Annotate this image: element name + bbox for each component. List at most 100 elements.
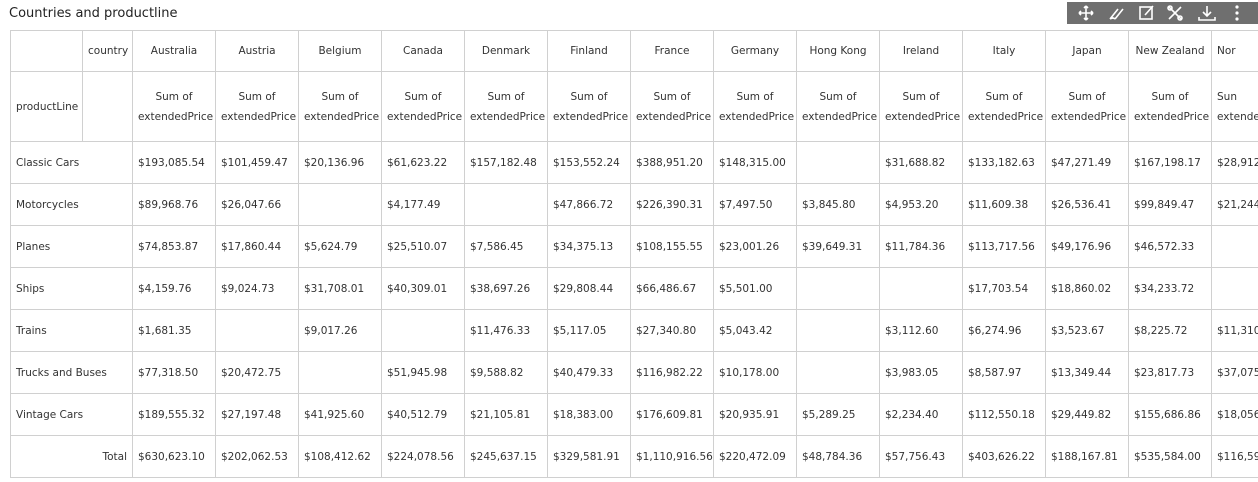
measure-label-line: Sum of: [902, 90, 940, 103]
value-cell: $20,472.75: [215, 351, 299, 394]
data-row: Trucks and Buses $77,318.50 $20,472.75 $51,…: [10, 351, 1258, 394]
measure-label-line: extendedPrice: [304, 110, 380, 123]
empty-cell: [298, 351, 382, 394]
total-cell: $57,756.43: [879, 435, 963, 478]
measure-header: Sum of extendedPrice: [713, 71, 797, 142]
row-label: Trucks and Buses: [10, 351, 133, 394]
download-button[interactable]: [1198, 6, 1216, 21]
measure-label-line: extendedPrice: [1051, 110, 1127, 123]
column-header: Germany: [713, 30, 797, 72]
value-cell: $9,588.82: [464, 351, 548, 394]
value-cell: $27,340.80: [630, 309, 714, 352]
tools-button[interactable]: [1167, 5, 1183, 21]
total-cell: $48,784.36: [796, 435, 880, 478]
measure-header: Sum of extendedPrice: [381, 71, 465, 142]
row-label: Ships: [10, 267, 133, 310]
value-cell: $11,609.38: [962, 183, 1046, 226]
draw-button[interactable]: [1109, 8, 1124, 20]
total-label: Total: [10, 435, 133, 478]
total-cell: $535,584.00: [1128, 435, 1212, 478]
measure-label-line: Sum of: [155, 90, 193, 103]
empty-cell: [796, 141, 880, 184]
measure-label-line: Sun: [1217, 90, 1237, 103]
value-cell: $28,912: [1211, 141, 1258, 184]
value-cell: $4,953.20: [879, 183, 963, 226]
measure-label-line: extendedPrice: [968, 110, 1044, 123]
measure-header: Sum of extendedPrice: [298, 71, 382, 142]
data-row: Motorcycles $89,968.76 $26,047.66 $4,177.49…: [10, 183, 1258, 226]
value-cell: $34,233.72: [1128, 267, 1212, 310]
value-cell: $37,075: [1211, 351, 1258, 394]
total-cell: $202,062.53: [215, 435, 299, 478]
value-cell: $40,479.33: [547, 351, 631, 394]
empty-cell: [1211, 267, 1258, 310]
edit-button[interactable]: [1139, 5, 1154, 20]
value-cell: $9,017.26: [298, 309, 382, 352]
total-cell: $108,412.62: [298, 435, 382, 478]
measure-row: productLine Sum of extendedPrice Sum of exte…: [10, 71, 1258, 142]
data-row: Vintage Cars $189,555.32 $27,197.48 $41,925…: [10, 393, 1258, 436]
empty-cell: [796, 309, 880, 352]
menu-button[interactable]: [1235, 5, 1239, 21]
value-cell: $23,001.26: [713, 225, 797, 268]
measure-header: Sum of extendedPrice: [132, 71, 216, 142]
value-cell: $11,310: [1211, 309, 1258, 352]
value-cell: $51,945.98: [381, 351, 465, 394]
value-cell: $26,536.41: [1045, 183, 1129, 226]
column-header: Nor: [1211, 30, 1258, 72]
measure-header: Sum of extendedPrice: [547, 71, 631, 142]
column-header: Belgium: [298, 30, 382, 72]
data-row: Ships $4,159.76 $9,024.73 $31,708.01 $40,309…: [10, 267, 1258, 310]
value-cell: $77,318.50: [132, 351, 216, 394]
value-cell: $2,234.40: [879, 393, 963, 436]
measure-header: Sum of extendedPrice: [1045, 71, 1129, 142]
value-cell: $89,968.76: [132, 183, 216, 226]
data-row: Classic Cars $193,085.54 $101,459.47 $20,13…: [10, 141, 1258, 184]
value-cell: $6,274.96: [962, 309, 1046, 352]
empty-cell: [464, 183, 548, 226]
value-cell: $157,182.48: [464, 141, 548, 184]
total-cell: $116,59: [1211, 435, 1258, 478]
column-header: Ireland: [879, 30, 963, 72]
empty-cell: [1211, 225, 1258, 268]
value-cell: $47,866.72: [547, 183, 631, 226]
total-cell: $245,637.15: [464, 435, 548, 478]
measure-header: Sum of extendedPrice: [630, 71, 714, 142]
measure-label-line: extendedPrice: [221, 110, 297, 123]
empty-cell: [879, 267, 963, 310]
measure-header: Sum of extendedPrice: [962, 71, 1046, 142]
value-cell: $9,024.73: [215, 267, 299, 310]
value-cell: $17,860.44: [215, 225, 299, 268]
value-cell: $153,552.24: [547, 141, 631, 184]
measure-label-line: extendedPrice: [802, 110, 878, 123]
value-cell: $10,178.00: [713, 351, 797, 394]
total-cell: $220,472.09: [713, 435, 797, 478]
value-cell: $8,225.72: [1128, 309, 1212, 352]
value-cell: $11,476.33: [464, 309, 548, 352]
pivot-table-container: country Australia Austria Belgium Canada Denm…: [10, 30, 1258, 482]
total-cell: $188,167.81: [1045, 435, 1129, 478]
measure-label-line: extendedPrice: [719, 110, 795, 123]
measure-label-line: extendedPrice: [636, 110, 712, 123]
column-header: Denmark: [464, 30, 548, 72]
empty-cell: [381, 309, 465, 352]
value-cell: $5,117.05: [547, 309, 631, 352]
measure-label-line: extendedPrice: [470, 110, 546, 123]
move-button[interactable]: [1078, 5, 1094, 21]
value-cell: $29,449.82: [1045, 393, 1129, 436]
value-cell: $20,935.91: [713, 393, 797, 436]
value-cell: $5,043.42: [713, 309, 797, 352]
measure-label-line: Sum of: [404, 90, 442, 103]
value-cell: $148,315.00: [713, 141, 797, 184]
value-cell: $8,587.97: [962, 351, 1046, 394]
value-cell: $31,708.01: [298, 267, 382, 310]
measure-label-line: Sum of: [736, 90, 774, 103]
corner-cell: [10, 30, 83, 72]
value-cell: $39,649.31: [796, 225, 880, 268]
value-cell: $29,808.44: [547, 267, 631, 310]
value-cell: $40,512.79: [381, 393, 465, 436]
measure-label-line: Sum of: [653, 90, 691, 103]
toolbar: [1067, 2, 1258, 24]
toolbar-bg: [1067, 2, 1258, 24]
empty-cell: [215, 309, 299, 352]
